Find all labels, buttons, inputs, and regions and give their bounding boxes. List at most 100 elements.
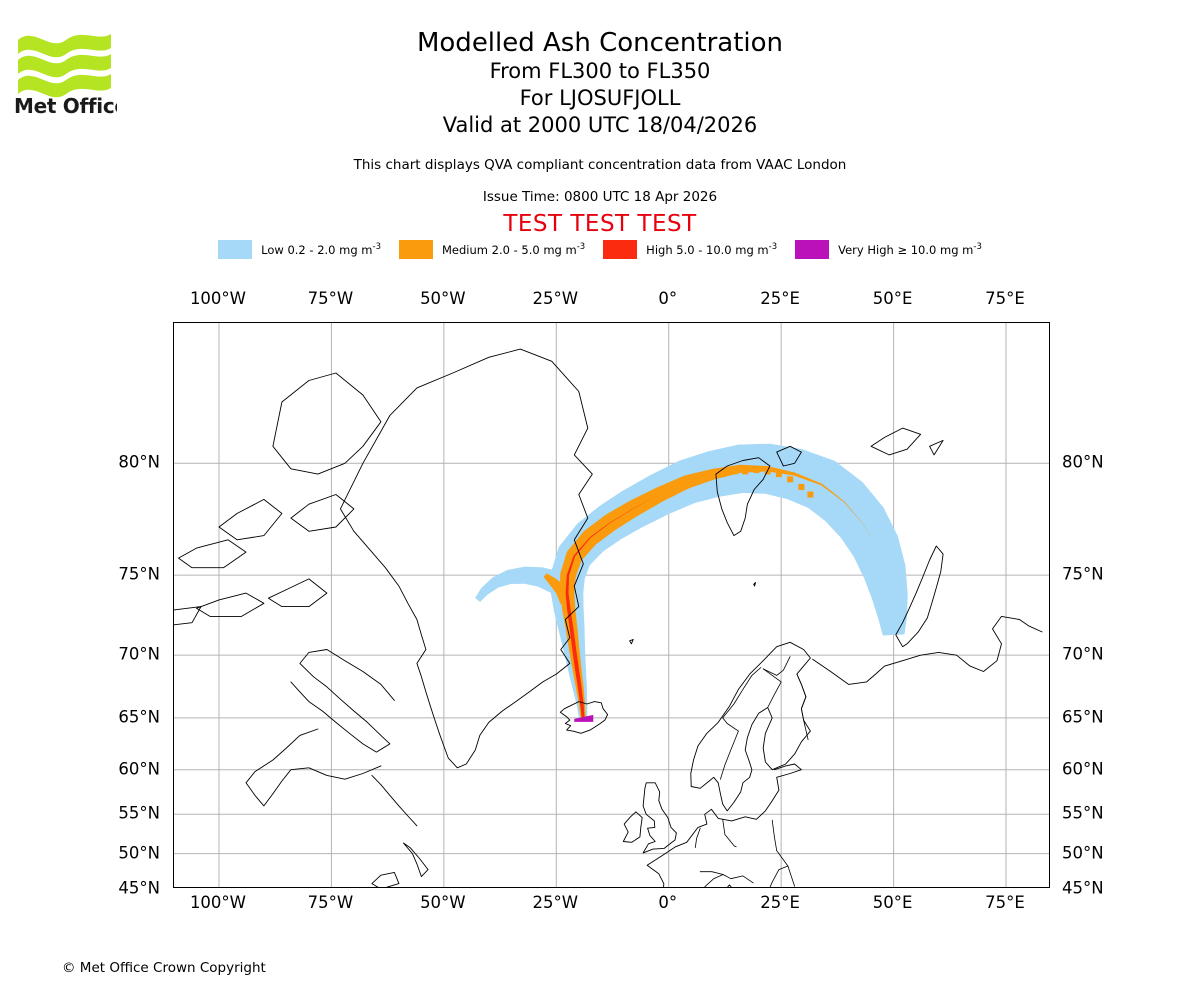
- country-border-5: [762, 656, 791, 676]
- coastline-path-20: [196, 592, 265, 617]
- country-border-1: [722, 818, 737, 848]
- plume-speckle-medium-8: [807, 491, 814, 498]
- coastline-path-11: [622, 811, 643, 843]
- lat-tick-75°N-left: 75°N: [118, 564, 160, 584]
- lon-tick-50°W-top: 50°W: [420, 289, 466, 308]
- coastline-path-1: [559, 701, 609, 734]
- lat-tick-65°N-right: 65°N: [1062, 707, 1104, 727]
- lon-tick-50°W-bottom: 50°W: [420, 893, 466, 912]
- plume-speckle-medium-2: [742, 468, 749, 475]
- lon-tick-75°E-bottom: 75°E: [985, 893, 1025, 912]
- coastline-path-12: [646, 763, 802, 887]
- country-border-0: [694, 827, 701, 848]
- coastline-path-15: [272, 372, 382, 475]
- legend-item-3: Very High ≥ 10.0 mg m-3: [795, 240, 982, 259]
- legend-swatch-1: [398, 240, 433, 259]
- coastline-path-16: [290, 494, 355, 532]
- lat-tick-70°N-left: 70°N: [118, 644, 160, 664]
- disclaimer-text: This chart displays QVA compliant concen…: [353, 157, 847, 173]
- lon-tick-0°-top: 0°: [658, 289, 678, 308]
- lon-tick-25°W-top: 25°W: [532, 289, 579, 308]
- lat-tick-45°N-right: 45°N: [1062, 878, 1104, 898]
- plume-speckle-medium-6: [787, 476, 794, 483]
- coastline-path-24: [371, 774, 418, 827]
- legend-item-2: High 5.0 - 10.0 mg m-3: [603, 240, 777, 259]
- legend-exponent-2: -3: [768, 242, 778, 253]
- coastline-path-17: [218, 498, 283, 541]
- plume-band-low-west-lobe: [475, 566, 576, 602]
- plume-speckle-medium-1: [730, 468, 737, 475]
- lat-tick-55°N-left: 55°N: [118, 803, 160, 823]
- coastline-path-6: [895, 545, 944, 648]
- coastline-path-10: [642, 782, 677, 854]
- country-border-4: [699, 871, 724, 875]
- map-gridlines: [174, 323, 1049, 887]
- coastline-path-22: [290, 649, 395, 753]
- coastline-path-13: [727, 884, 732, 887]
- volcano-line: For LJOSUFJOLL: [519, 86, 681, 110]
- ash-plume-layer: [475, 443, 908, 720]
- legend-exponent-1: -3: [576, 242, 586, 253]
- coastline-path-21: [174, 606, 202, 626]
- coastline-layer: [174, 348, 1043, 887]
- coastline-path-19: [267, 578, 328, 608]
- country-border-8: [762, 668, 782, 708]
- plume-band-low: [550, 443, 908, 720]
- lat-tick-80°N-right: 80°N: [1062, 452, 1104, 472]
- country-border-10: [704, 874, 724, 887]
- coastline-path-4: [629, 638, 634, 645]
- plume-speckle-medium-7: [798, 484, 805, 491]
- lon-tick-50°E-top: 50°E: [872, 289, 913, 308]
- lon-tick-100°W-top: 100°W: [189, 289, 246, 308]
- country-border-9: [796, 673, 809, 741]
- legend-swatch-2: [603, 240, 638, 259]
- plume-speckle-medium-5: [775, 471, 782, 478]
- coastline-path-7: [870, 427, 922, 456]
- country-border-11: [769, 865, 789, 887]
- lat-tick-80°N-left: 80°N: [118, 452, 160, 472]
- coastline-path-5: [753, 582, 756, 587]
- legend-item-1: Medium 2.0 - 5.0 mg m-3: [398, 240, 586, 259]
- chart-header: Modelled Ash Concentration From FL300 to…: [0, 0, 1200, 237]
- page-title: Modelled Ash Concentration: [416, 28, 784, 58]
- legend-swatch-3: [795, 240, 830, 259]
- source-marker-layer: [574, 714, 594, 722]
- legend-exponent-0: -3: [372, 242, 381, 253]
- legend-exponent-3: -3: [973, 242, 982, 253]
- legend-swatch-0: [218, 240, 253, 259]
- lat-tick-50°N-right: 50°N: [1062, 843, 1104, 863]
- legend-label-2: High 5.0 - 10.0 mg m-3: [646, 242, 778, 257]
- coastline-path-14: [812, 615, 1043, 685]
- lon-tick-100°W-bottom: 100°W: [189, 893, 246, 912]
- lat-tick-55°N-right: 55°N: [1062, 803, 1104, 823]
- logo-waves: [18, 34, 111, 98]
- coastline-path-9: [690, 641, 811, 812]
- country-border-12: [776, 850, 795, 887]
- lat-tick-50°N-left: 50°N: [118, 843, 160, 863]
- concentration-legend: Low 0.2 - 2.0 mg m-3 Medium 2.0 - 5.0 mg …: [0, 240, 1200, 259]
- lon-tick-25°W-bottom: 25°W: [532, 893, 579, 912]
- lat-tick-60°N-left: 60°N: [118, 759, 160, 779]
- country-border-3: [722, 874, 754, 884]
- lon-tick-25°E-bottom: 25°E: [760, 893, 800, 912]
- coastline-path-3: [776, 445, 802, 467]
- coastline-path-25: [402, 842, 429, 878]
- lon-tick-75°W-bottom: 75°W: [307, 893, 354, 912]
- lat-tick-70°N-right: 70°N: [1062, 644, 1104, 664]
- lon-tick-50°E-bottom: 50°E: [872, 893, 913, 912]
- coastline-path-2: [715, 457, 771, 537]
- valid-time-line: Valid at 2000 UTC 18/04/2026: [442, 113, 758, 137]
- legend-label-3: Very High ≥ 10.0 mg m-3: [838, 242, 982, 257]
- coastline-path-0: [339, 348, 593, 769]
- lon-tick-75°W-top: 75°W: [307, 289, 354, 308]
- issue-time-text: Issue Time: 0800 UTC 18 Apr 2026: [482, 189, 718, 205]
- flight-level-line: From FL300 to FL350: [489, 59, 711, 83]
- legend-label-0: Low 0.2 - 2.0 mg m-3: [261, 242, 381, 257]
- lat-tick-60°N-right: 60°N: [1062, 759, 1104, 779]
- lon-tick-25°E-top: 25°E: [760, 289, 800, 308]
- lat-tick-45°N-left: 45°N: [118, 878, 160, 898]
- country-border-7: [720, 717, 739, 780]
- country-border-2: [771, 819, 778, 851]
- coastline-path-23: [245, 728, 382, 807]
- volcano-source-marker: [574, 714, 594, 722]
